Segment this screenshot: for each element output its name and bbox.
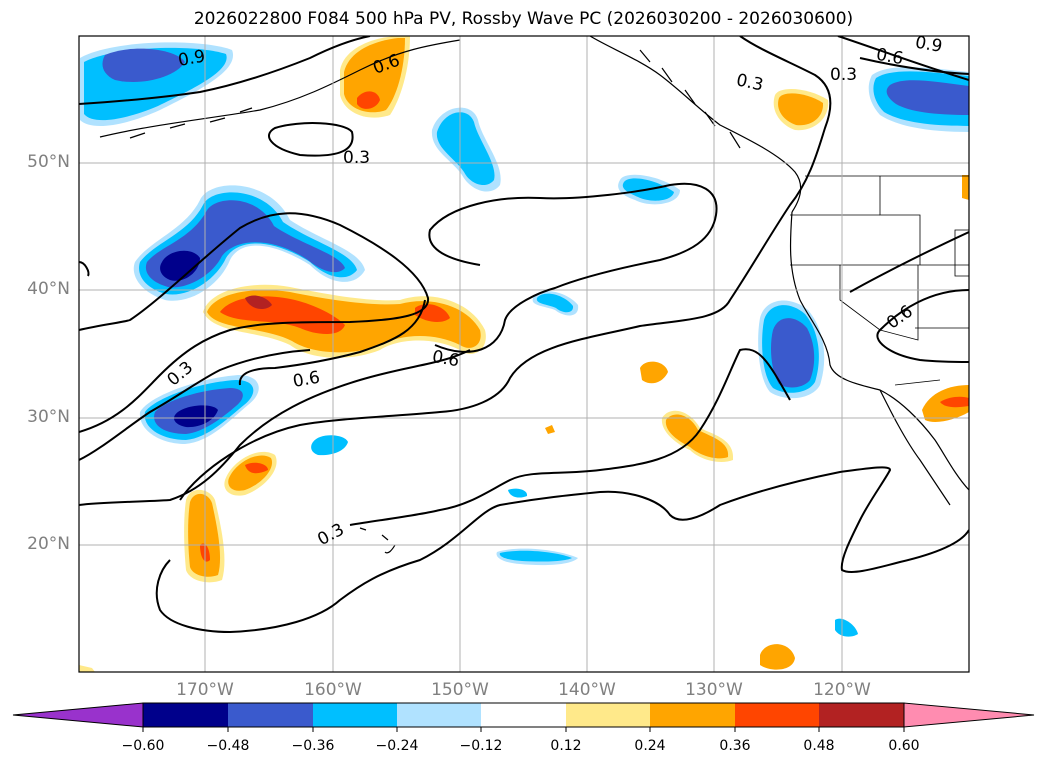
lon-label: 130°W xyxy=(685,680,743,700)
colorbar-tick-label: −0.48 xyxy=(206,738,250,754)
contour-label: 0.6 xyxy=(431,347,461,371)
lon-label: 150°W xyxy=(431,680,489,700)
map-frame xyxy=(78,35,970,673)
map-title: 2026022800 F084 500 hPa PV, Rossby Wave … xyxy=(193,9,854,29)
pv-contours xyxy=(79,36,969,634)
colorbar-tick-label: −0.60 xyxy=(121,738,165,754)
lon-label: 160°W xyxy=(304,680,362,700)
colorbar-tick-label: −0.12 xyxy=(459,738,503,754)
map-plot-area: 0.9 0.6 0.3 0.3 0.3 0.6 0.9 0.3 0.3 0.6 … xyxy=(79,33,969,672)
lon-label: 120°W xyxy=(813,680,871,700)
colorbar-tick-label: −0.36 xyxy=(291,738,335,754)
lat-label: 40°N xyxy=(27,279,70,299)
contour-label: 0.9 xyxy=(177,47,207,71)
lat-label: 50°N xyxy=(27,152,70,172)
gridlines xyxy=(79,36,969,672)
lat-label: 30°N xyxy=(27,407,70,427)
contour-label: 0.3 xyxy=(830,65,857,85)
colorbar-tick-label: 0.48 xyxy=(803,738,835,754)
colorbar-tick-label: 0.12 xyxy=(550,738,582,754)
colorbar-tick-label: −0.24 xyxy=(375,738,419,754)
colorbar-tick-label: 0.36 xyxy=(719,738,751,754)
contour-label: 0.9 xyxy=(914,33,944,57)
positive-pv-anomalies xyxy=(79,36,969,672)
contour-label: 0.3 xyxy=(343,148,370,168)
lon-label: 140°W xyxy=(558,680,616,700)
lon-label: 170°W xyxy=(176,680,234,700)
lat-label: 20°N xyxy=(27,534,70,554)
coastlines xyxy=(99,36,969,554)
contour-label: 0.6 xyxy=(875,45,905,69)
colorbar-tick-label: 0.24 xyxy=(634,738,666,754)
contour-label: 0.6 xyxy=(291,368,321,392)
contour-label: 0.3 xyxy=(734,70,765,95)
colorbar-tick-label: 0.60 xyxy=(888,738,920,754)
negative-pv-anomalies xyxy=(80,42,969,637)
colorbar xyxy=(12,702,1035,732)
